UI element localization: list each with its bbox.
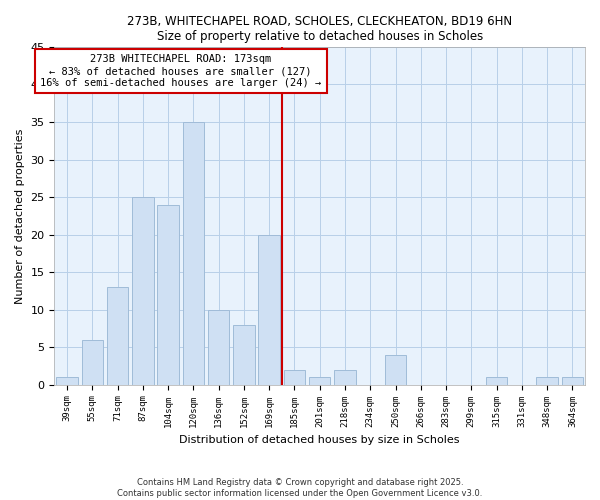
Bar (486, 377, 508, 384)
Bar (385, 354, 406, 384)
Bar (107, 287, 128, 384)
Text: 273B WHITECHAPEL ROAD: 173sqm
← 83% of detached houses are smaller (127)
16% of : 273B WHITECHAPEL ROAD: 173sqm ← 83% of d… (40, 54, 322, 88)
Bar (536, 377, 558, 384)
Text: Contains HM Land Registry data © Crown copyright and database right 2025.
Contai: Contains HM Land Registry data © Crown c… (118, 478, 482, 498)
Bar (82, 340, 103, 384)
Bar (233, 324, 254, 384)
Bar (157, 204, 179, 384)
Bar (208, 310, 229, 384)
Bar (182, 122, 204, 384)
Bar (56, 377, 78, 384)
Bar (562, 377, 583, 384)
X-axis label: Distribution of detached houses by size in Scholes: Distribution of detached houses by size … (179, 435, 460, 445)
Bar (259, 234, 280, 384)
Bar (309, 377, 331, 384)
Y-axis label: Number of detached properties: Number of detached properties (15, 128, 25, 304)
Bar (334, 370, 356, 384)
Bar (284, 370, 305, 384)
Bar (132, 197, 154, 384)
Title: 273B, WHITECHAPEL ROAD, SCHOLES, CLECKHEATON, BD19 6HN
Size of property relative: 273B, WHITECHAPEL ROAD, SCHOLES, CLECKHE… (127, 15, 512, 43)
